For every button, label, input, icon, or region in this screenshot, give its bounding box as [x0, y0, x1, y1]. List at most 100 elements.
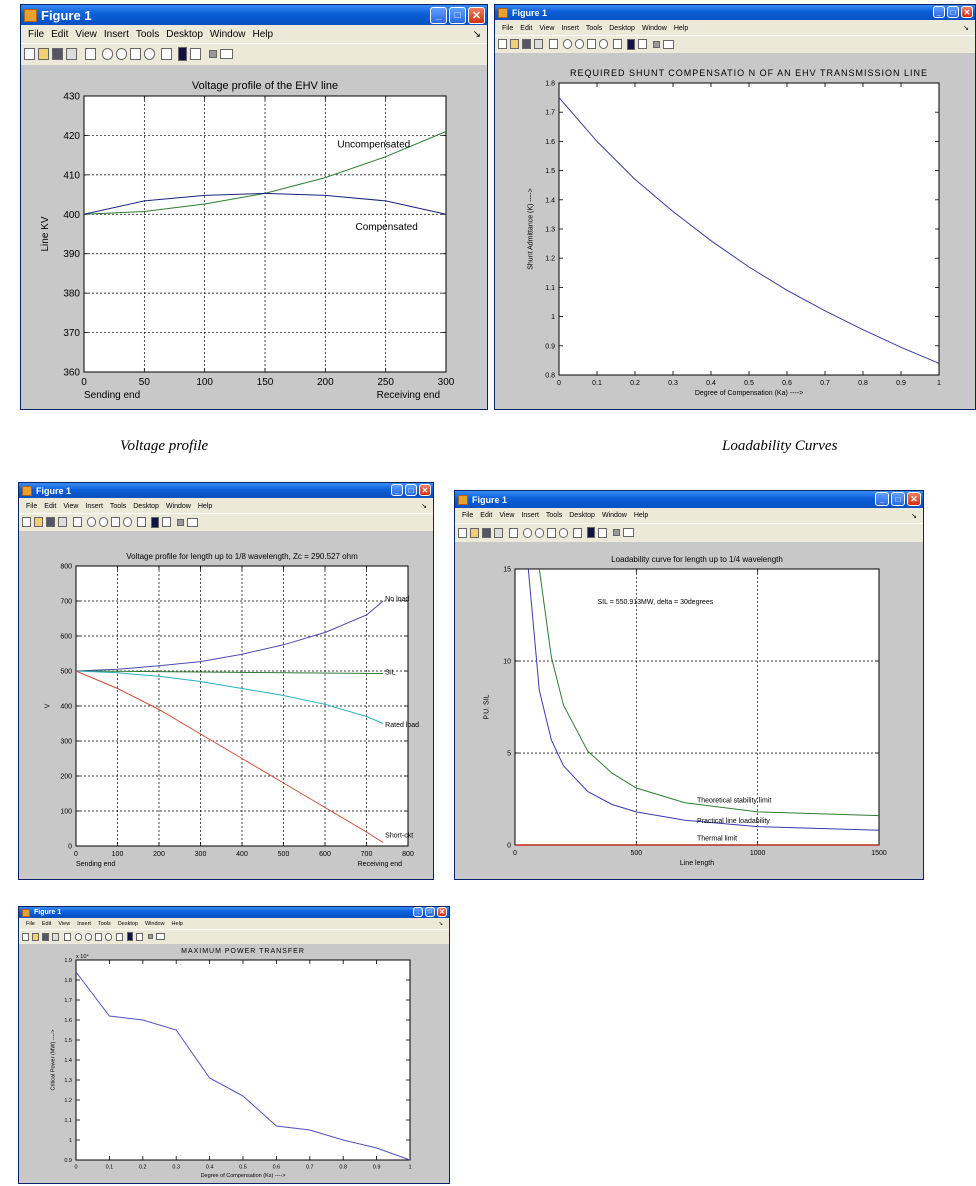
legend-icon[interactable] — [598, 527, 607, 538]
minimize-button[interactable]: _ — [391, 484, 403, 496]
maximize-button[interactable]: □ — [405, 484, 417, 496]
close-button[interactable]: ✕ — [907, 492, 921, 506]
data-cursor-icon[interactable] — [161, 48, 172, 60]
print-icon[interactable] — [66, 48, 77, 60]
maximize-button[interactable]: □ — [425, 907, 435, 917]
maximize-button[interactable]: □ — [891, 492, 905, 506]
menu-window[interactable]: Window — [165, 502, 191, 510]
maximize-button[interactable]: □ — [449, 7, 466, 24]
menu-help[interactable]: Help — [197, 502, 213, 510]
zoom-in-icon[interactable] — [87, 517, 96, 527]
print-icon[interactable] — [52, 932, 59, 941]
new-figure-icon[interactable] — [498, 39, 507, 49]
colorbar-icon[interactable] — [151, 516, 159, 528]
rotate-icon[interactable] — [599, 39, 608, 49]
print-icon[interactable] — [494, 527, 503, 538]
pan-icon[interactable] — [111, 517, 120, 527]
menu-file[interactable]: File — [502, 24, 514, 32]
save-icon[interactable] — [52, 48, 63, 60]
rotate-icon[interactable] — [123, 517, 132, 527]
menu-edit[interactable]: Edit — [51, 28, 69, 40]
colorbar-icon[interactable] — [178, 47, 187, 61]
print-icon[interactable] — [58, 517, 67, 527]
menu-help[interactable]: Help — [633, 512, 649, 519]
legend-icon[interactable] — [190, 48, 201, 60]
show-tools-icon[interactable] — [220, 49, 233, 59]
menu-edit[interactable]: Edit — [41, 920, 52, 927]
minimize-button[interactable]: _ — [430, 7, 447, 24]
pan-icon[interactable] — [547, 527, 556, 538]
menu-desktop[interactable]: Desktop — [133, 502, 159, 510]
dock-arrow-icon[interactable]: ↘ — [438, 920, 443, 927]
close-button[interactable]: ✕ — [419, 484, 431, 496]
open-file-icon[interactable] — [38, 48, 49, 60]
minimize-button[interactable]: _ — [933, 6, 945, 18]
menu-view[interactable]: View — [58, 920, 71, 927]
legend-icon[interactable] — [162, 517, 171, 527]
close-button[interactable]: ✕ — [468, 7, 485, 24]
save-icon[interactable] — [42, 932, 49, 941]
menu-view[interactable]: View — [539, 24, 555, 32]
colorbar-icon[interactable] — [627, 38, 635, 50]
menu-file[interactable]: File — [26, 502, 38, 510]
pointer-icon[interactable] — [509, 527, 518, 538]
legend-icon[interactable] — [136, 932, 143, 941]
pointer-icon[interactable] — [549, 39, 558, 49]
open-file-icon[interactable] — [32, 932, 39, 941]
hide-tools-icon[interactable] — [177, 518, 184, 526]
menu-window[interactable]: Window — [144, 920, 165, 927]
data-cursor-icon[interactable] — [137, 517, 146, 527]
pan-icon[interactable] — [95, 932, 102, 941]
zoom-out-icon[interactable] — [116, 48, 127, 60]
dock-arrow-icon[interactable]: ↘ — [472, 28, 481, 40]
menu-tools[interactable]: Tools — [97, 920, 111, 927]
rotate-icon[interactable] — [559, 527, 568, 538]
close-button[interactable]: ✕ — [961, 6, 973, 18]
zoom-out-icon[interactable] — [85, 932, 92, 941]
open-file-icon[interactable] — [510, 39, 519, 49]
save-icon[interactable] — [46, 517, 55, 527]
pointer-icon[interactable] — [64, 932, 71, 941]
menu-desktop[interactable]: Desktop — [609, 24, 635, 32]
zoom-out-icon[interactable] — [575, 39, 584, 49]
menu-view[interactable]: View — [499, 512, 515, 519]
zoom-in-icon[interactable] — [523, 527, 532, 538]
zoom-in-icon[interactable] — [102, 48, 113, 60]
menu-insert[interactable]: Insert — [561, 24, 579, 32]
menu-file[interactable]: File — [462, 512, 474, 519]
menu-view[interactable]: View — [63, 502, 79, 510]
menu-insert[interactable]: Insert — [521, 512, 539, 519]
menu-window[interactable]: Window — [209, 28, 246, 40]
menu-desktop[interactable]: Desktop — [569, 512, 595, 519]
minimize-button[interactable]: _ — [413, 907, 423, 917]
menu-tools[interactable]: Tools — [545, 512, 563, 519]
menu-insert[interactable]: Insert — [85, 502, 103, 510]
show-tools-icon[interactable] — [187, 517, 198, 527]
open-file-icon[interactable] — [34, 517, 43, 527]
menu-tools[interactable]: Tools — [585, 24, 603, 32]
menu-tools[interactable]: Tools — [135, 28, 160, 40]
menu-tools[interactable]: Tools — [109, 502, 127, 510]
colorbar-icon[interactable] — [587, 527, 595, 538]
data-cursor-icon[interactable] — [116, 932, 123, 941]
menu-file[interactable]: File — [28, 28, 45, 40]
save-icon[interactable] — [482, 527, 491, 538]
menu-insert[interactable]: Insert — [77, 920, 91, 927]
pan-icon[interactable] — [587, 39, 596, 49]
menu-view[interactable]: View — [75, 28, 97, 40]
zoom-out-icon[interactable] — [535, 527, 544, 538]
zoom-in-icon[interactable] — [75, 932, 82, 941]
legend-icon[interactable] — [638, 39, 647, 49]
colorbar-icon[interactable] — [127, 932, 133, 941]
pointer-icon[interactable] — [85, 48, 96, 60]
menu-desktop[interactable]: Desktop — [166, 28, 203, 40]
print-icon[interactable] — [534, 39, 543, 49]
hide-tools-icon[interactable] — [209, 50, 217, 58]
zoom-in-icon[interactable] — [563, 39, 572, 49]
menu-insert[interactable]: Insert — [103, 28, 129, 40]
new-figure-icon[interactable] — [22, 517, 31, 527]
menu-window[interactable]: Window — [641, 24, 667, 32]
maximize-button[interactable]: □ — [947, 6, 959, 18]
new-figure-icon[interactable] — [22, 932, 29, 941]
new-figure-icon[interactable] — [458, 527, 467, 538]
